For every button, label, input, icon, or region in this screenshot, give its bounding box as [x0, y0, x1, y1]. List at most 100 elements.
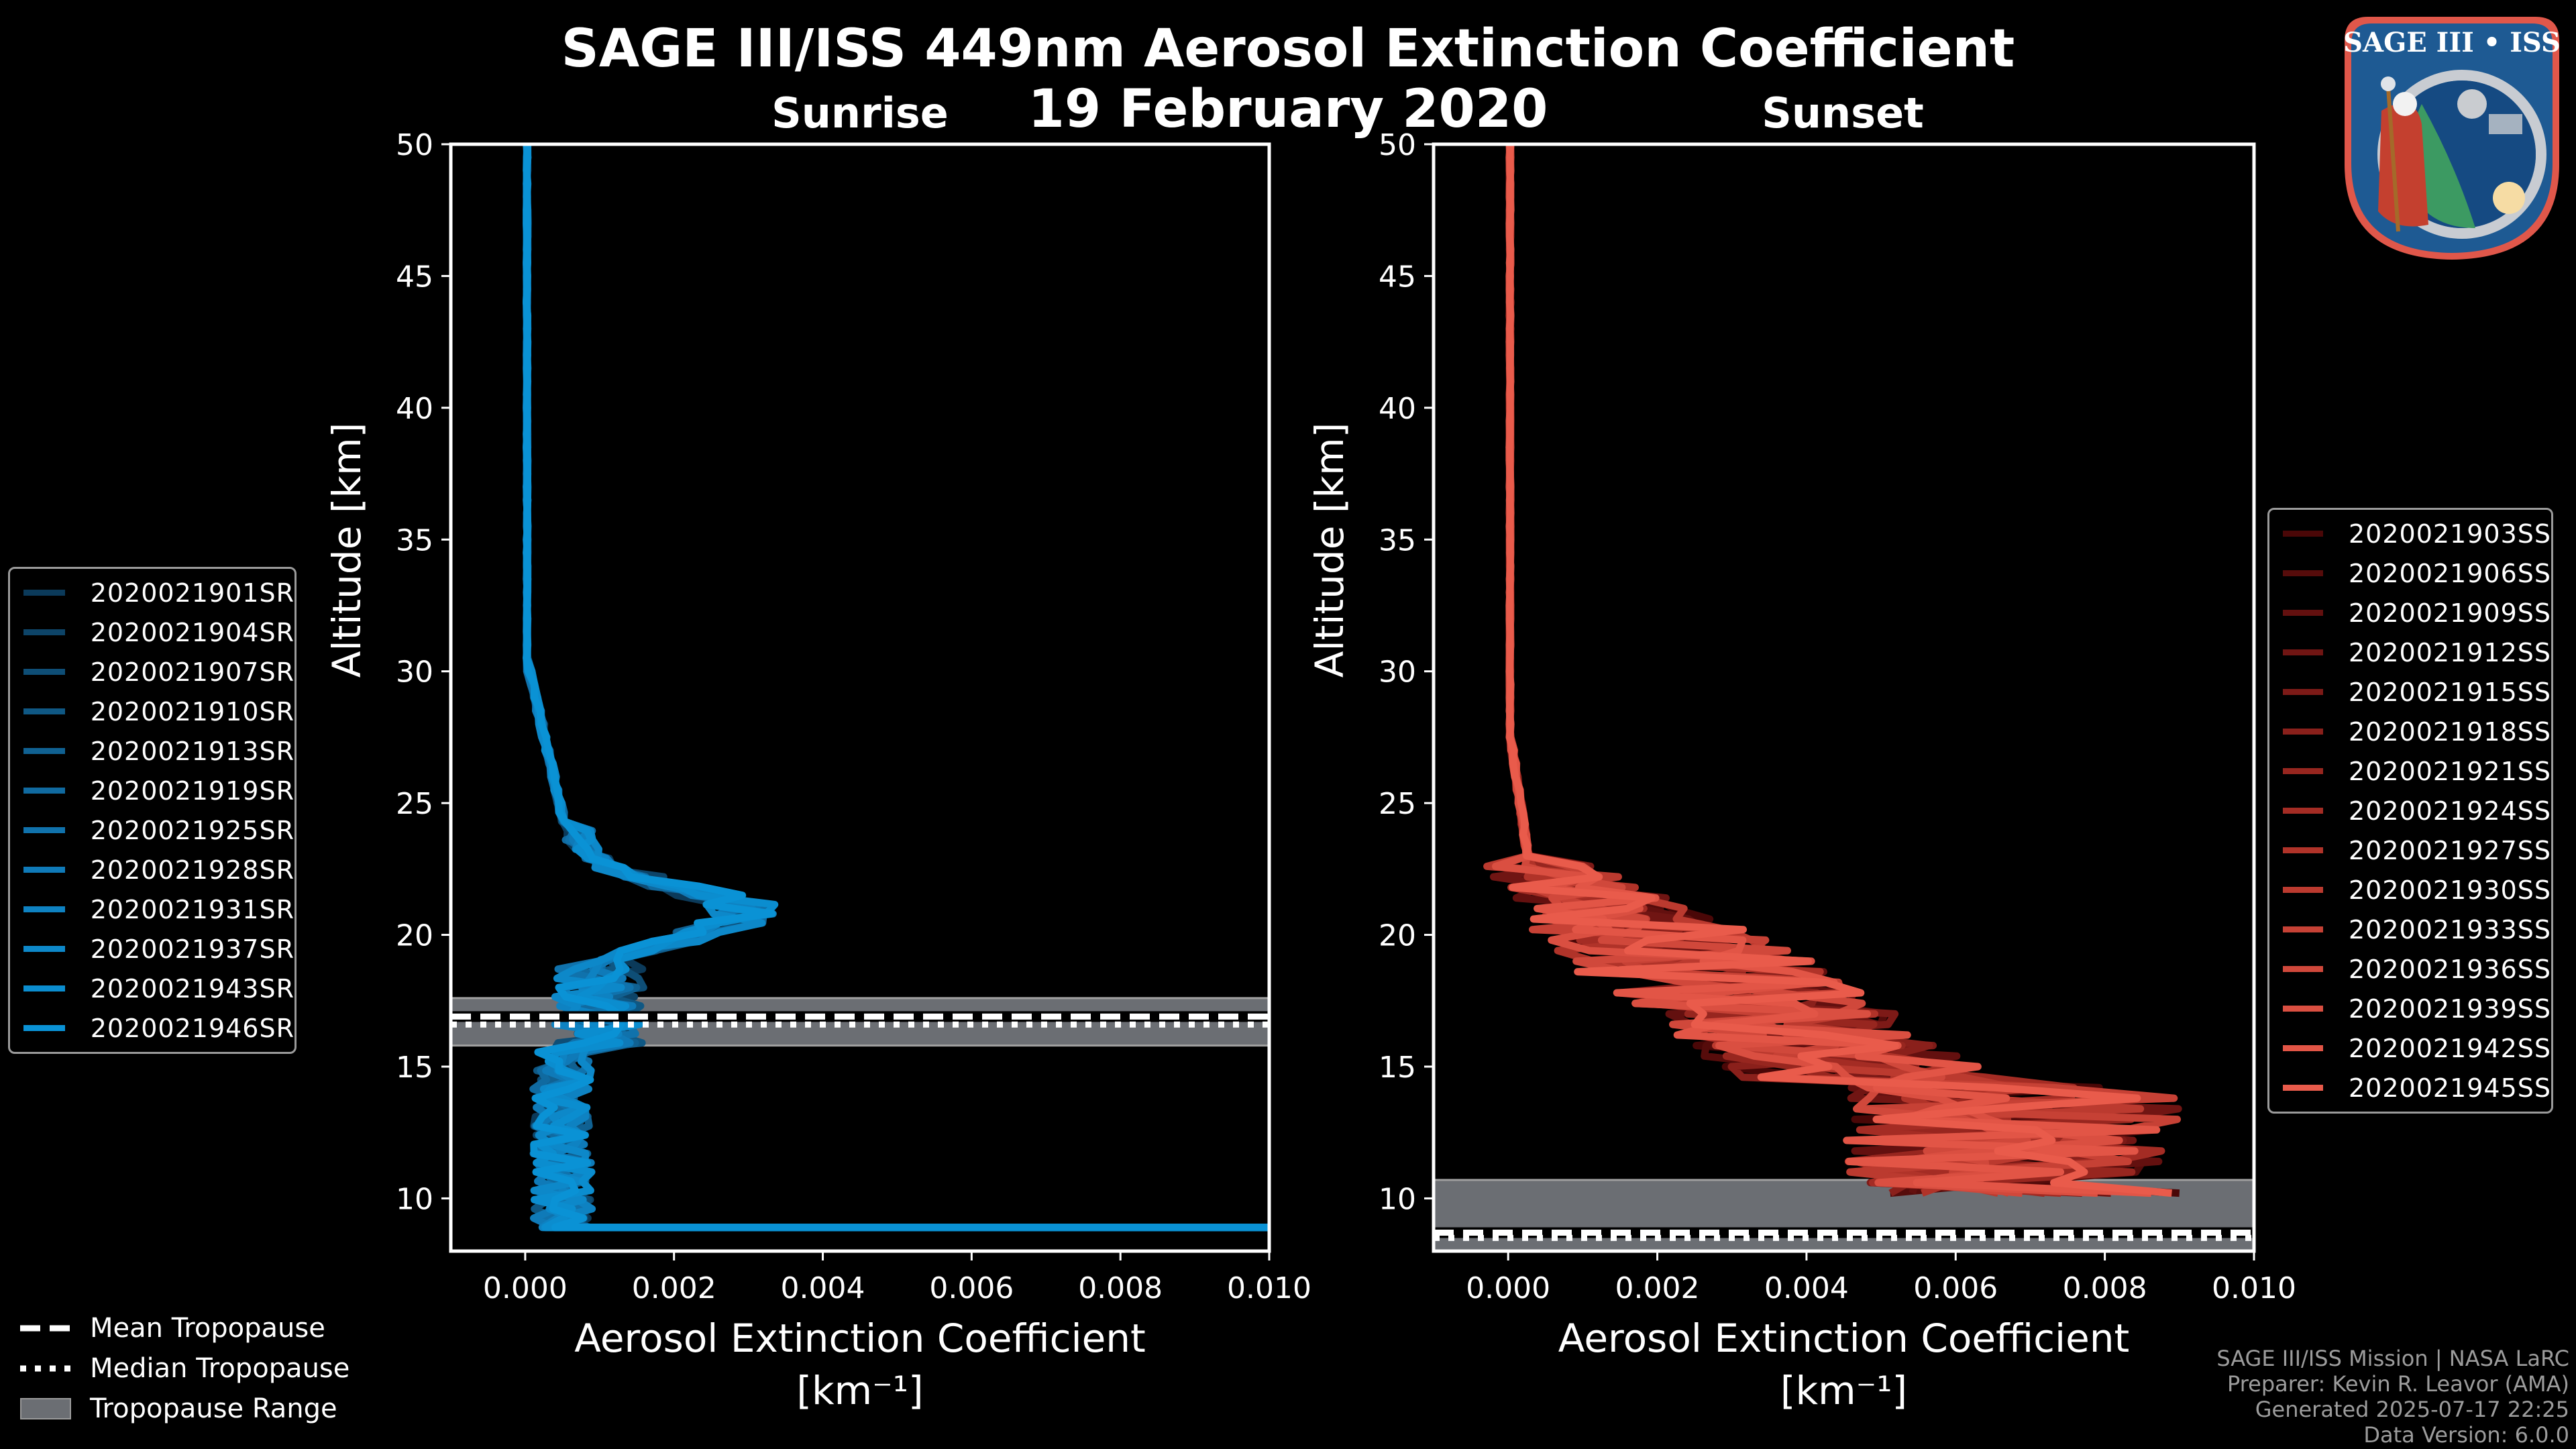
- x-tick-label: 0.000: [483, 1271, 568, 1305]
- footer-preparer: Preparer: Kevin R. Leavor (AMA): [2226, 1371, 2569, 1397]
- y-tick-label: 35: [396, 523, 433, 557]
- legend-label: 2020021901SR: [90, 578, 294, 608]
- y-tick-label: 35: [1379, 523, 1416, 557]
- x-axis-label: Aerosol Extinction Coefficient: [1558, 1316, 2130, 1361]
- x-tick-label: 0.004: [781, 1271, 865, 1305]
- sage-mission-logo: SAGE III • ISS: [2343, 17, 2561, 260]
- legend-label: 2020021912SS: [2348, 637, 2551, 667]
- axes-frame: [449, 142, 1271, 1253]
- y-tick-label: 10: [396, 1182, 433, 1216]
- dashed-line-icon: [20, 1322, 71, 1335]
- line-swatch-icon: [2283, 689, 2323, 695]
- tropopause-legend: Mean Tropopause Median Tropopause Tropop…: [20, 1308, 350, 1429]
- line-swatch-icon: [2283, 531, 2323, 537]
- footer-generated: Generated 2025-07-17 22:25: [2255, 1397, 2569, 1422]
- legend-mean-tropopause: Mean Tropopause: [20, 1308, 350, 1348]
- legend-label: Mean Tropopause: [90, 1313, 325, 1344]
- line-swatch-icon: [23, 788, 65, 794]
- legend-label: 2020021933SS: [2348, 914, 2551, 945]
- legend-label: 2020021937SR: [90, 934, 294, 964]
- line-swatch-icon: [2283, 570, 2323, 576]
- legend-label: 2020021904SR: [90, 617, 294, 647]
- sunrise-plot: 0.000 0.002 0.004 0.006 0.008 0.010 10 15 20 25 30…: [324, 128, 1311, 1413]
- line-swatch-icon: [2283, 966, 2323, 972]
- sunrise-legend-item: 2020021904SR: [10, 612, 294, 652]
- x-tick-label: 0.008: [1078, 1271, 1163, 1305]
- y-tick-label: 25: [1379, 787, 1416, 821]
- line-swatch-icon: [2283, 610, 2323, 616]
- axes-frame: [1432, 142, 2256, 1253]
- legend-label: 2020021918SS: [2348, 716, 2551, 747]
- sunrise-legend-item: 2020021913SR: [10, 731, 294, 771]
- legend-label: 2020021919SR: [90, 775, 294, 806]
- x-tick-label: 0.000: [1466, 1271, 1550, 1305]
- legend-label: 2020021921SS: [2348, 756, 2551, 786]
- dotted-line-icon: [20, 1362, 71, 1375]
- x-tick-label: 0.002: [1615, 1271, 1700, 1305]
- y-tick-label: 50: [396, 128, 433, 162]
- sunset-legend-item: 2020021915SS: [2269, 672, 2551, 712]
- legend-label: 2020021927SS: [2348, 835, 2551, 865]
- line-swatch-icon: [2283, 808, 2323, 814]
- line-swatch-icon: [2283, 1045, 2323, 1051]
- line-swatch-icon: [23, 669, 65, 675]
- chart-date: 19 February 2020: [1028, 79, 1548, 140]
- y-tick-label: 45: [396, 260, 433, 294]
- footer-mission: SAGE III/ISS Mission | NASA LaRC: [2216, 1346, 2569, 1371]
- legend-label: 2020021903SS: [2348, 519, 2551, 549]
- sunset-legend-item: 2020021933SS: [2269, 910, 2551, 949]
- sunset-legend: 2020021903SS 2020021906SS 2020021909SS 2020…: [2267, 508, 2553, 1114]
- profile-lines: [523, 144, 1269, 1236]
- line-swatch-icon: [23, 985, 65, 991]
- line-swatch-icon: [23, 827, 65, 833]
- logo-title: SAGE III • ISS: [2343, 27, 2561, 58]
- legend-label: 2020021942SS: [2348, 1033, 2551, 1063]
- sunset-legend-item: 2020021939SS: [2269, 989, 2551, 1028]
- profile-line-2020021946SR: [523, 144, 1269, 1232]
- y-tick-label: 50: [1379, 128, 1416, 162]
- x-tick-label: 0.002: [632, 1271, 716, 1305]
- y-tick-label: 30: [1379, 655, 1416, 690]
- legend-label: 2020021928SR: [90, 855, 294, 885]
- sunset-legend-item: 2020021945SS: [2269, 1068, 2551, 1108]
- legend-label: Tropopause Range: [90, 1393, 337, 1424]
- sunset-subtitle: Sunset: [1762, 89, 1924, 138]
- legend-label: Median Tropopause: [90, 1353, 350, 1384]
- sunset-legend-item: 2020021912SS: [2269, 633, 2551, 672]
- sunrise-legend-item: 2020021910SR: [10, 692, 294, 731]
- legend-label: 2020021907SR: [90, 657, 294, 687]
- footer-credits: SAGE III/ISS Mission | NASA LaRC Prepare…: [2216, 1346, 2569, 1448]
- y-tick-label: 15: [1379, 1051, 1416, 1085]
- sunset-legend-item: 2020021909SS: [2269, 593, 2551, 633]
- sunset-legend-item: 2020021918SS: [2269, 712, 2551, 751]
- legend-label: 2020021945SS: [2348, 1073, 2551, 1103]
- sunrise-legend-item: 2020021919SR: [10, 771, 294, 810]
- legend-label: 2020021946SR: [90, 1013, 294, 1043]
- legend-label: 2020021924SS: [2348, 796, 2551, 826]
- y-tick-label: 25: [396, 787, 433, 821]
- y-tick-label: 20: [1379, 919, 1416, 953]
- legend-label: 2020021909SS: [2348, 598, 2551, 628]
- x-axis-units: [km⁻¹]: [1780, 1368, 1907, 1413]
- line-swatch-icon: [2283, 768, 2323, 774]
- legend-median-tropopause: Median Tropopause: [20, 1348, 350, 1389]
- line-swatch-icon: [23, 906, 65, 912]
- sunset-legend-item: 2020021936SS: [2269, 949, 2551, 989]
- y-tick-label: 30: [396, 655, 433, 690]
- x-tick-label: 0.010: [2212, 1271, 2296, 1305]
- legend-label: 2020021930SS: [2348, 875, 2551, 905]
- legend-label: 2020021931SR: [90, 894, 294, 924]
- sunset-legend-item: 2020021927SS: [2269, 830, 2551, 870]
- sunrise-subtitle: Sunrise: [771, 89, 949, 138]
- line-swatch-icon: [23, 1025, 65, 1031]
- y-tick-label: 10: [1379, 1182, 1416, 1216]
- chart-title: SAGE III/ISS 449nm Aerosol Extinction Co…: [561, 19, 2015, 79]
- sunset-legend-item: 2020021903SS: [2269, 514, 2551, 553]
- line-swatch-icon: [23, 590, 65, 596]
- profile-line-2020021945SS: [1505, 144, 2172, 1197]
- sunrise-legend: 2020021901SR 2020021904SR 2020021907SR 2020…: [8, 567, 297, 1054]
- band-swatch-icon: [20, 1398, 71, 1419]
- sunset-legend-item: 2020021942SS: [2269, 1028, 2551, 1068]
- line-swatch-icon: [2283, 1006, 2323, 1012]
- sunset-legend-item: 2020021930SS: [2269, 870, 2551, 910]
